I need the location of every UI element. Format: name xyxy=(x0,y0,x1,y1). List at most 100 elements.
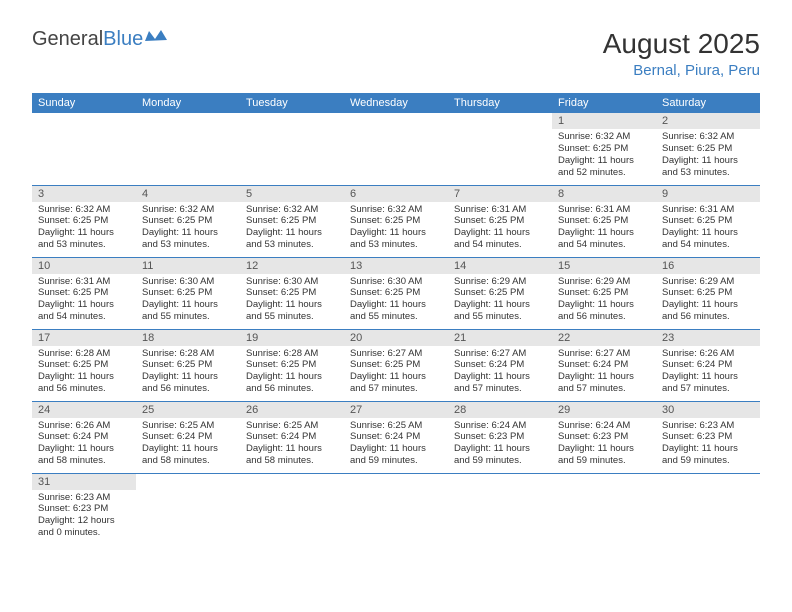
sunset-text: Sunset: 6:24 PM xyxy=(350,431,442,443)
sunset-text: Sunset: 6:23 PM xyxy=(38,503,130,515)
sunrise-text: Sunrise: 6:26 AM xyxy=(38,420,130,432)
weekday-header: Monday xyxy=(136,93,240,113)
day-content: Sunrise: 6:30 AMSunset: 6:25 PMDaylight:… xyxy=(136,274,240,328)
daylight-text: Daylight: 11 hours and 56 minutes. xyxy=(142,371,234,395)
sunset-text: Sunset: 6:25 PM xyxy=(246,359,338,371)
calendar-cell xyxy=(656,473,760,545)
sunrise-text: Sunrise: 6:28 AM xyxy=(246,348,338,360)
day-content: Sunrise: 6:27 AMSunset: 6:25 PMDaylight:… xyxy=(344,346,448,400)
sunset-text: Sunset: 6:25 PM xyxy=(246,287,338,299)
weekday-header-row: Sunday Monday Tuesday Wednesday Thursday… xyxy=(32,93,760,113)
day-content: Sunrise: 6:23 AMSunset: 6:23 PMDaylight:… xyxy=(32,490,136,544)
day-number: 7 xyxy=(448,186,552,202)
sunset-text: Sunset: 6:25 PM xyxy=(246,215,338,227)
daylight-text: Daylight: 11 hours and 57 minutes. xyxy=(558,371,650,395)
day-number: 10 xyxy=(32,258,136,274)
day-content: Sunrise: 6:25 AMSunset: 6:24 PMDaylight:… xyxy=(344,418,448,472)
calendar-cell: 5Sunrise: 6:32 AMSunset: 6:25 PMDaylight… xyxy=(240,185,344,257)
calendar-cell: 13Sunrise: 6:30 AMSunset: 6:25 PMDayligh… xyxy=(344,257,448,329)
sunrise-text: Sunrise: 6:32 AM xyxy=(142,204,234,216)
sunrise-text: Sunrise: 6:27 AM xyxy=(558,348,650,360)
day-content: Sunrise: 6:26 AMSunset: 6:24 PMDaylight:… xyxy=(656,346,760,400)
day-number: 8 xyxy=(552,186,656,202)
logo: GeneralBlue xyxy=(32,28,167,51)
day-number: 5 xyxy=(240,186,344,202)
calendar-cell: 2Sunrise: 6:32 AMSunset: 6:25 PMDaylight… xyxy=(656,113,760,185)
daylight-text: Daylight: 11 hours and 56 minutes. xyxy=(662,299,754,323)
sunset-text: Sunset: 6:25 PM xyxy=(142,359,234,371)
sunrise-text: Sunrise: 6:31 AM xyxy=(558,204,650,216)
calendar-cell xyxy=(552,473,656,545)
day-content: Sunrise: 6:28 AMSunset: 6:25 PMDaylight:… xyxy=(136,346,240,400)
day-number xyxy=(136,113,240,129)
calendar-cell xyxy=(32,113,136,185)
page-title: August 2025 xyxy=(603,28,760,60)
sunrise-text: Sunrise: 6:23 AM xyxy=(38,492,130,504)
sunset-text: Sunset: 6:25 PM xyxy=(558,287,650,299)
day-content: Sunrise: 6:27 AMSunset: 6:24 PMDaylight:… xyxy=(552,346,656,400)
day-number xyxy=(136,474,240,490)
calendar-cell: 9Sunrise: 6:31 AMSunset: 6:25 PMDaylight… xyxy=(656,185,760,257)
sunset-text: Sunset: 6:25 PM xyxy=(350,287,442,299)
calendar-row: 31Sunrise: 6:23 AMSunset: 6:23 PMDayligh… xyxy=(32,473,760,545)
page-header: GeneralBlue August 2025 Bernal, Piura, P… xyxy=(32,28,760,79)
sunrise-text: Sunrise: 6:24 AM xyxy=(454,420,546,432)
day-content: Sunrise: 6:25 AMSunset: 6:24 PMDaylight:… xyxy=(240,418,344,472)
sunrise-text: Sunrise: 6:29 AM xyxy=(662,276,754,288)
calendar-cell: 6Sunrise: 6:32 AMSunset: 6:25 PMDaylight… xyxy=(344,185,448,257)
day-number: 29 xyxy=(552,402,656,418)
calendar-cell xyxy=(344,113,448,185)
sunset-text: Sunset: 6:25 PM xyxy=(142,287,234,299)
calendar-cell: 19Sunrise: 6:28 AMSunset: 6:25 PMDayligh… xyxy=(240,329,344,401)
day-content: Sunrise: 6:30 AMSunset: 6:25 PMDaylight:… xyxy=(344,274,448,328)
daylight-text: Daylight: 11 hours and 56 minutes. xyxy=(558,299,650,323)
sunset-text: Sunset: 6:25 PM xyxy=(142,215,234,227)
sunrise-text: Sunrise: 6:30 AM xyxy=(350,276,442,288)
calendar-cell: 10Sunrise: 6:31 AMSunset: 6:25 PMDayligh… xyxy=(32,257,136,329)
day-number: 11 xyxy=(136,258,240,274)
day-number: 18 xyxy=(136,330,240,346)
weekday-header: Tuesday xyxy=(240,93,344,113)
calendar-cell: 7Sunrise: 6:31 AMSunset: 6:25 PMDaylight… xyxy=(448,185,552,257)
sunrise-text: Sunrise: 6:31 AM xyxy=(454,204,546,216)
daylight-text: Daylight: 11 hours and 55 minutes. xyxy=(142,299,234,323)
calendar-cell: 17Sunrise: 6:28 AMSunset: 6:25 PMDayligh… xyxy=(32,329,136,401)
sunset-text: Sunset: 6:25 PM xyxy=(662,215,754,227)
sunset-text: Sunset: 6:24 PM xyxy=(558,359,650,371)
sunrise-text: Sunrise: 6:32 AM xyxy=(246,204,338,216)
day-content: Sunrise: 6:29 AMSunset: 6:25 PMDaylight:… xyxy=(552,274,656,328)
calendar-cell: 12Sunrise: 6:30 AMSunset: 6:25 PMDayligh… xyxy=(240,257,344,329)
day-number: 26 xyxy=(240,402,344,418)
sunrise-text: Sunrise: 6:32 AM xyxy=(38,204,130,216)
day-number: 9 xyxy=(656,186,760,202)
daylight-text: Daylight: 11 hours and 58 minutes. xyxy=(38,443,130,467)
day-number: 21 xyxy=(448,330,552,346)
sunset-text: Sunset: 6:23 PM xyxy=(454,431,546,443)
daylight-text: Daylight: 11 hours and 56 minutes. xyxy=(38,371,130,395)
calendar-cell: 26Sunrise: 6:25 AMSunset: 6:24 PMDayligh… xyxy=(240,401,344,473)
day-number: 24 xyxy=(32,402,136,418)
day-number xyxy=(240,474,344,490)
sunrise-text: Sunrise: 6:32 AM xyxy=(662,131,754,143)
sunset-text: Sunset: 6:25 PM xyxy=(454,215,546,227)
logo-text-general: General xyxy=(32,28,103,51)
day-number: 13 xyxy=(344,258,448,274)
weekday-header: Friday xyxy=(552,93,656,113)
sunrise-text: Sunrise: 6:28 AM xyxy=(142,348,234,360)
sunset-text: Sunset: 6:25 PM xyxy=(38,215,130,227)
calendar-row: 10Sunrise: 6:31 AMSunset: 6:25 PMDayligh… xyxy=(32,257,760,329)
daylight-text: Daylight: 11 hours and 55 minutes. xyxy=(246,299,338,323)
calendar-cell: 11Sunrise: 6:30 AMSunset: 6:25 PMDayligh… xyxy=(136,257,240,329)
day-content: Sunrise: 6:31 AMSunset: 6:25 PMDaylight:… xyxy=(552,202,656,256)
daylight-text: Daylight: 11 hours and 56 minutes. xyxy=(246,371,338,395)
calendar-row: 3Sunrise: 6:32 AMSunset: 6:25 PMDaylight… xyxy=(32,185,760,257)
day-content: Sunrise: 6:28 AMSunset: 6:25 PMDaylight:… xyxy=(240,346,344,400)
calendar-row: 17Sunrise: 6:28 AMSunset: 6:25 PMDayligh… xyxy=(32,329,760,401)
weekday-header: Sunday xyxy=(32,93,136,113)
sunrise-text: Sunrise: 6:27 AM xyxy=(454,348,546,360)
day-number xyxy=(656,474,760,490)
weekday-header: Thursday xyxy=(448,93,552,113)
sunrise-text: Sunrise: 6:32 AM xyxy=(558,131,650,143)
day-number: 15 xyxy=(552,258,656,274)
day-number xyxy=(448,113,552,129)
